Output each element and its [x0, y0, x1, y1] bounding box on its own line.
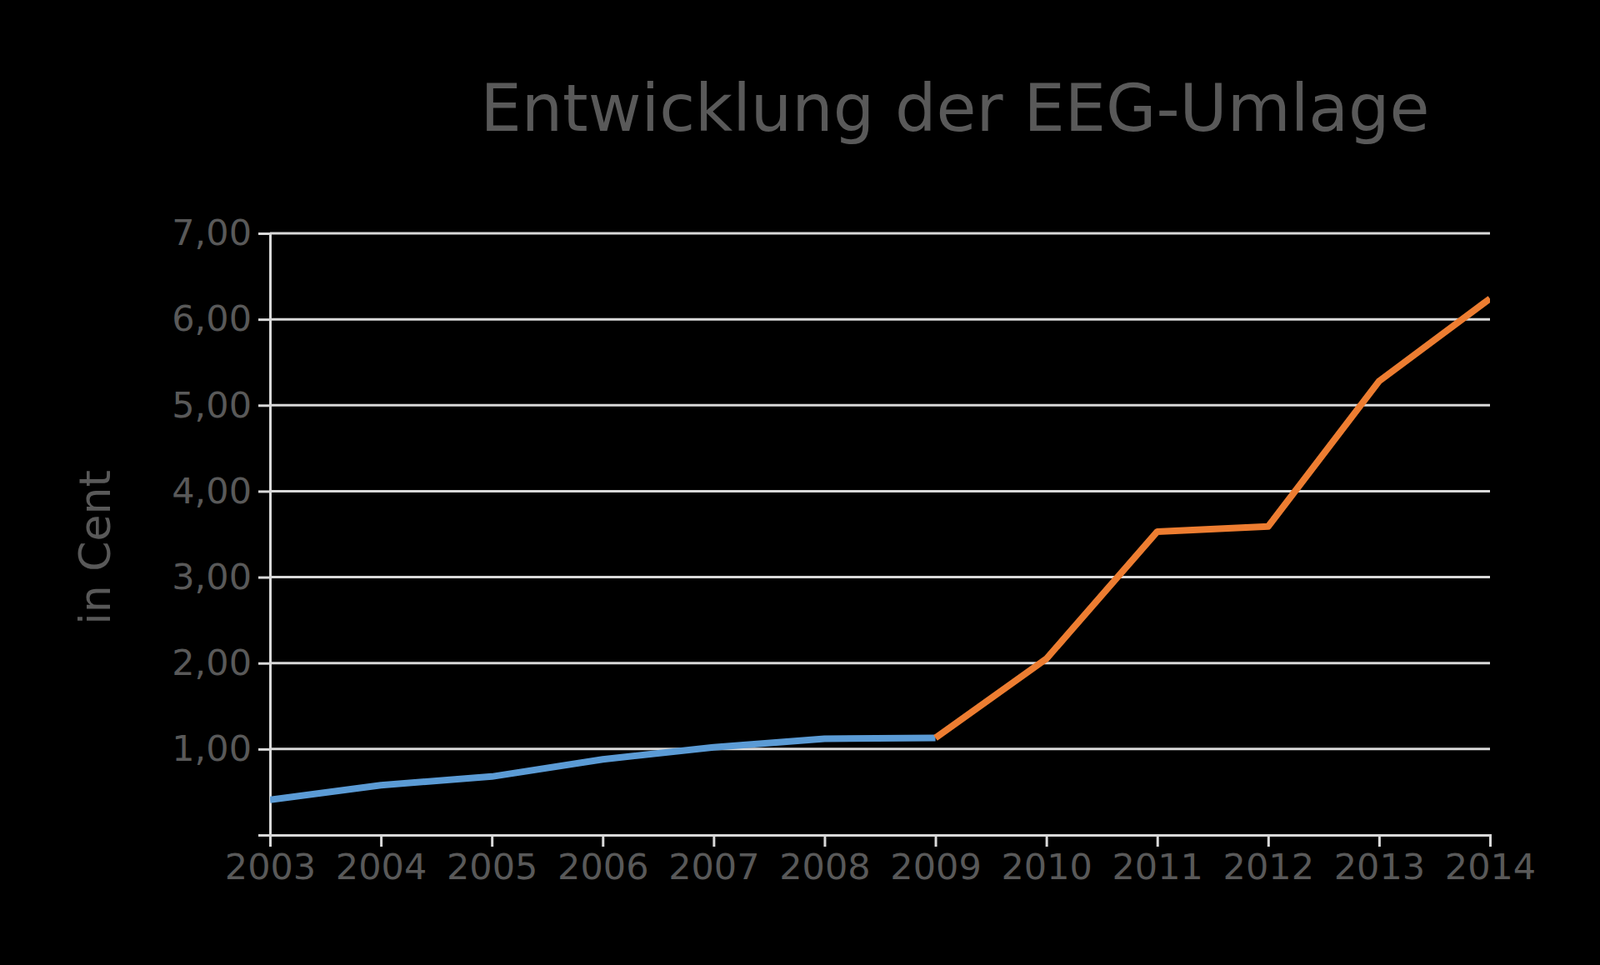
x-tick: 2014 — [1445, 835, 1536, 888]
x-tick-label: 2010 — [1000, 845, 1092, 888]
grid — [270, 233, 1490, 750]
y-tick-label: 6,00 — [171, 297, 252, 340]
y-tick-mark — [258, 318, 270, 321]
x-tick: 2010 — [1000, 835, 1092, 888]
x-tick: 2013 — [1334, 835, 1425, 888]
y-tick: 6,00 — [171, 297, 270, 340]
y-axis-line — [258, 234, 271, 836]
series-line — [935, 298, 1490, 738]
title: Entwicklung der EEG-Umlage — [480, 70, 1430, 146]
y-tick-label: 7,00 — [171, 211, 252, 254]
y-tick-mark — [258, 662, 270, 665]
grid-line — [270, 747, 1490, 750]
x-tick-label: 2011 — [1112, 845, 1204, 888]
grid-line — [270, 318, 1490, 321]
x-tick: 2004 — [335, 835, 427, 888]
y-tick: 3,00 — [171, 555, 270, 598]
x-tick-label: 2014 — [1445, 845, 1536, 888]
grid-line — [270, 404, 1490, 407]
x-tick-label: 2008 — [779, 845, 870, 888]
x-tick-label: 2005 — [446, 845, 538, 888]
x-tick-label: 2003 — [225, 845, 316, 888]
y-tick: 2,00 — [171, 641, 270, 684]
y-tick-mark — [258, 404, 270, 407]
x-tick: 2011 — [1112, 835, 1204, 888]
y-tick-mark — [258, 490, 270, 493]
y-tick-label: 5,00 — [171, 384, 252, 426]
grid-line — [270, 232, 1490, 235]
chart: 1,00 2,00 3,00 4,00 5,00 6,00 7,00 2003 2004 2005… — [0, 0, 1600, 965]
x-tick-label: 2012 — [1223, 845, 1315, 888]
y-tick-label: 2,00 — [171, 641, 252, 684]
x-tick: 2012 — [1223, 835, 1315, 888]
x-tick: 2008 — [779, 835, 870, 888]
x-tick-label: 2009 — [890, 845, 981, 888]
background — [0, 0, 1600, 965]
x-tick: 2003 — [225, 835, 316, 888]
y-tick-mark — [258, 748, 270, 751]
y-tick: 1,00 — [171, 727, 270, 770]
y-axis-title: in Cent — [70, 470, 120, 625]
grid-line — [270, 661, 1490, 665]
x-tick-label: 2007 — [668, 845, 760, 888]
y-tick-mark — [258, 576, 270, 580]
lines — [270, 298, 1490, 800]
grid-line — [270, 490, 1490, 493]
y-tick-label: 1,00 — [171, 727, 252, 770]
grid-line — [270, 575, 1490, 579]
y-tick: 4,00 — [171, 470, 270, 512]
x-tick-label: 2006 — [557, 845, 649, 888]
y-tick: 5,00 — [171, 384, 270, 426]
x-tick-label: 2013 — [1334, 845, 1425, 888]
y-tick-mark — [258, 232, 270, 235]
y-tick: 7,00 — [171, 211, 270, 254]
series-line — [270, 737, 936, 800]
x-tick: 2005 — [446, 835, 538, 888]
y-tick-label: 3,00 — [171, 555, 252, 598]
x-tick: 2007 — [668, 835, 760, 888]
x-tick: 2006 — [557, 835, 649, 888]
y-axis: 1,00 2,00 3,00 4,00 5,00 6,00 7,00 — [171, 211, 270, 835]
x-tick: 2009 — [890, 835, 981, 888]
x-tick-label: 2004 — [335, 845, 427, 888]
y-tick-label: 4,00 — [171, 470, 252, 512]
x-axis: 2003 2004 2005 2006 2007 2008 2009 2010 2011 2012… — [225, 835, 1536, 888]
